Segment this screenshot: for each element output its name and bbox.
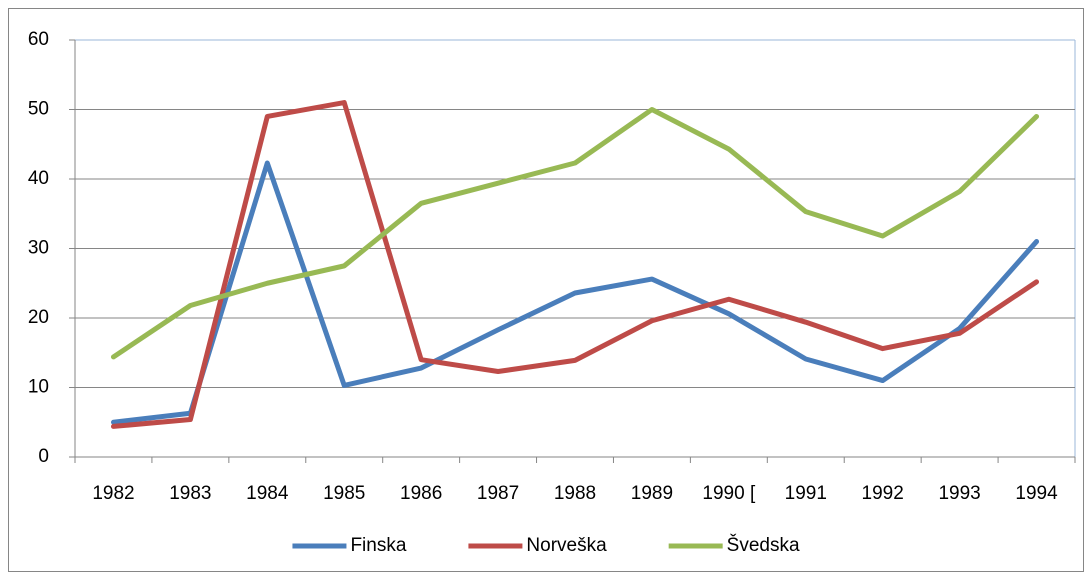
y-tick-label: 0 xyxy=(38,446,49,467)
legend-label: Finska xyxy=(350,535,406,556)
x-tick-label: 1983 xyxy=(169,483,211,504)
x-tick-label: 1982 xyxy=(92,483,134,504)
x-tick-label: 1985 xyxy=(323,483,365,504)
legend-label: Norveška xyxy=(526,535,607,556)
x-tick-label: 1984 xyxy=(246,483,289,504)
series-line xyxy=(110,160,1040,425)
x-tick-label: 1986 xyxy=(400,483,442,504)
y-tick-label: 40 xyxy=(28,168,49,189)
y-tick-label: 20 xyxy=(28,307,49,328)
y-tick-label: 10 xyxy=(28,377,49,398)
x-tick-label: 1993 xyxy=(938,483,980,504)
x-tick-label: 1989 xyxy=(631,483,673,504)
x-tick-label: 1992 xyxy=(862,483,904,504)
x-tick-label: 1994 xyxy=(1015,483,1058,504)
series-line xyxy=(110,100,1040,429)
x-tick-label: 1991 xyxy=(785,483,827,504)
chart-border xyxy=(8,8,1084,572)
y-tick-label: 50 xyxy=(28,99,49,120)
legend-label: Švedska xyxy=(727,534,800,556)
y-tick-label: 30 xyxy=(28,238,49,259)
x-tick-label: 1988 xyxy=(554,483,596,504)
y-tick-label: 60 xyxy=(28,29,49,50)
x-tick-label: 1987 xyxy=(477,483,519,504)
x-tick-label: 1990 [ xyxy=(702,483,756,504)
series-line xyxy=(110,107,1040,360)
